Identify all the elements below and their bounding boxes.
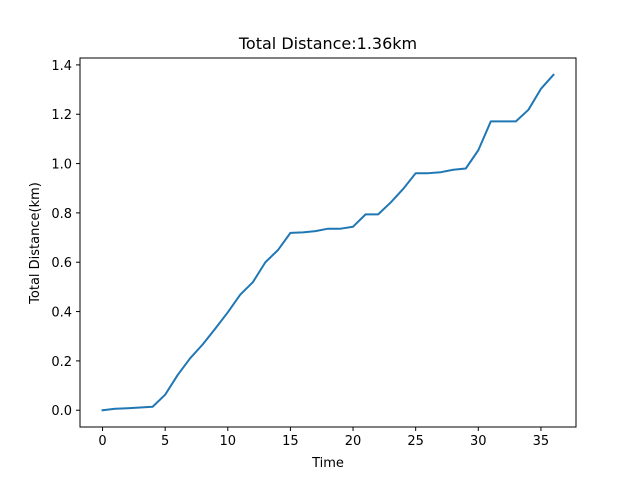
x-tick-label: 30 (470, 434, 487, 449)
x-tick-label: 0 (98, 434, 106, 449)
y-tick-label: 1.0 (51, 158, 72, 173)
x-tick-label: 25 (407, 434, 424, 449)
axes-frame (79, 57, 577, 428)
y-axis-label: Total Distance(km) (28, 182, 43, 305)
x-tick-label: 35 (533, 434, 550, 449)
x-tick-label: 20 (345, 434, 362, 449)
y-tick-label: 1.4 (51, 59, 72, 74)
x-axis-label: Time (311, 456, 344, 471)
y-tick-label: 0.6 (51, 256, 72, 271)
chart-title: Total Distance:1.36km (238, 34, 417, 53)
x-axis: 0 5 10 15 20 25 30 35 (98, 427, 549, 449)
distance-series-line (101, 73, 555, 412)
y-tick-label: 0.0 (51, 404, 72, 419)
x-tick-label: 5 (161, 434, 169, 449)
y-tick-label: 0.2 (51, 355, 72, 370)
y-tick-label: 0.4 (51, 306, 72, 321)
x-tick-label: 15 (282, 434, 299, 449)
y-tick-label: 0.8 (51, 207, 72, 222)
y-tick-label: 1.2 (51, 108, 72, 123)
y-axis: 0.0 0.2 0.4 0.6 0.8 1.0 1.2 1.4 (51, 59, 80, 419)
x-tick-label: 10 (220, 434, 237, 449)
plot-area (101, 73, 555, 412)
